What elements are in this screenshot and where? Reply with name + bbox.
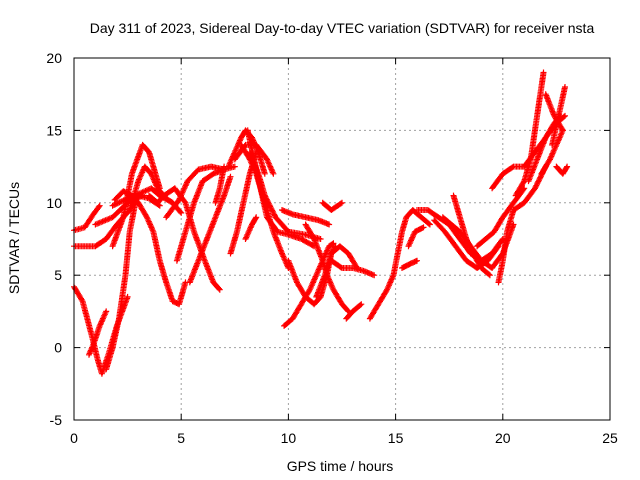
x-tick-label: 10 bbox=[281, 430, 297, 446]
series-arc-11 bbox=[173, 163, 238, 264]
x-axis-label: GPS time / hours bbox=[287, 458, 394, 474]
y-tick-label: 15 bbox=[46, 122, 62, 138]
series-arc-32 bbox=[399, 257, 420, 271]
series-arc-21 bbox=[242, 214, 260, 242]
series-arc-12 bbox=[163, 163, 228, 221]
series-arc-38 bbox=[495, 163, 549, 286]
tick-labels: 0 5 10 15 20 25 -5 0 5 10 15 20 bbox=[46, 50, 618, 446]
data-layer bbox=[71, 69, 571, 377]
series-arc-9 bbox=[111, 188, 189, 308]
series-arc-22 bbox=[279, 207, 333, 228]
x-tick-label: 20 bbox=[495, 430, 511, 446]
series-arc-37 bbox=[474, 185, 528, 250]
y-tick-label: 20 bbox=[46, 50, 62, 66]
chart-title: Day 311 of 2023, Sidereal Day-to-day VTE… bbox=[90, 20, 595, 36]
x-tick-label: 25 bbox=[602, 430, 618, 446]
series-arc-6 bbox=[103, 192, 146, 373]
x-tick-label: 15 bbox=[388, 430, 404, 446]
y-tick-label: 5 bbox=[54, 267, 62, 283]
y-tick-label: 0 bbox=[54, 340, 62, 356]
x-tick-label: 0 bbox=[70, 430, 78, 446]
series-arc-29 bbox=[343, 301, 365, 322]
series-arc-13 bbox=[186, 173, 234, 286]
series-arc-20 bbox=[246, 149, 324, 242]
series-arc-39 bbox=[489, 163, 528, 192]
series-arc-46 bbox=[549, 84, 568, 148]
plot-frame bbox=[73, 57, 611, 421]
series-arc-30 bbox=[366, 207, 433, 322]
x-tick-label: 5 bbox=[177, 430, 185, 446]
series-arc-43 bbox=[538, 127, 566, 177]
y-tick-label: -5 bbox=[50, 412, 63, 428]
series-arc-28 bbox=[328, 257, 378, 279]
series-arc-36 bbox=[450, 192, 493, 279]
series-arc-31 bbox=[405, 224, 427, 250]
y-axis-label: SDTVAR / TECUs bbox=[6, 182, 22, 294]
series-arc-27 bbox=[319, 199, 345, 213]
series-arc-14 bbox=[212, 163, 228, 206]
y-tick-label: 10 bbox=[46, 195, 62, 211]
series-arc-4 bbox=[86, 308, 110, 358]
series-arc-45 bbox=[553, 163, 571, 177]
tick-marks bbox=[73, 57, 611, 421]
